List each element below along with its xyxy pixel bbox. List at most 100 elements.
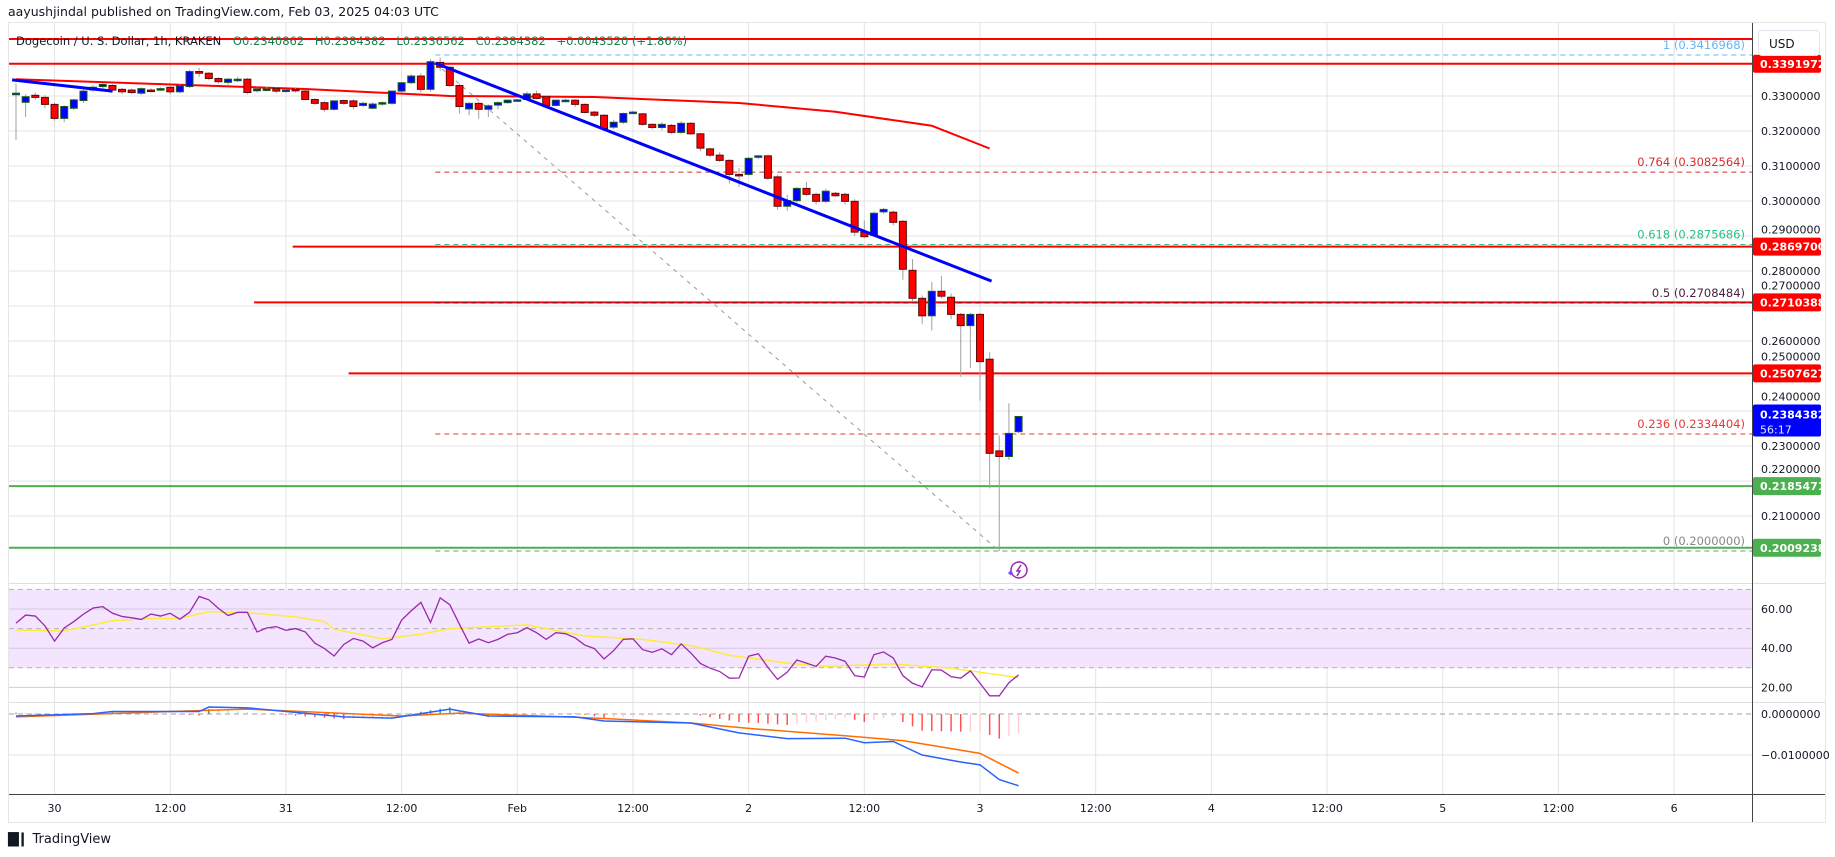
candle-body-down	[320, 102, 329, 110]
candle	[21, 94, 30, 117]
change-value: +0.0043520 (+1.86%)	[556, 34, 688, 48]
candle	[976, 313, 984, 401]
last-price-tag-bg	[1753, 404, 1821, 437]
price-tag: 0.2009238	[1753, 538, 1825, 557]
candle-body-down	[291, 88, 300, 92]
price-label: 0.3200000	[1761, 125, 1821, 138]
open-value: O0.2340862	[232, 34, 305, 48]
candle	[224, 77, 233, 85]
currency-button[interactable]: USD	[1758, 30, 1820, 56]
candle	[195, 68, 204, 77]
candle-body-up	[1004, 432, 1013, 457]
lightning-alert-icon[interactable]	[1007, 561, 1028, 579]
symbol-name: Dogecoin / U. S. Dollar, 1h, KRAKEN	[16, 34, 222, 48]
candle-body-up	[927, 290, 936, 317]
candle	[821, 188, 830, 203]
candle	[735, 167, 743, 187]
candle	[368, 102, 377, 110]
time-label: 12:00	[848, 802, 880, 815]
candle	[339, 99, 348, 105]
candle	[590, 111, 599, 117]
trendline	[434, 61, 993, 283]
price-label: 0.2900000	[1761, 224, 1821, 237]
candle	[966, 313, 975, 368]
candle	[175, 84, 184, 94]
candle-body-down	[590, 111, 599, 116]
candle-body-down	[272, 88, 281, 92]
candle-body-down	[802, 187, 811, 195]
candle	[609, 119, 618, 130]
time-label: 12:00	[617, 802, 649, 815]
candle-body-down	[985, 358, 994, 454]
tradingview-logo[interactable]: ▇❙ TradingView	[8, 831, 111, 847]
fib-level-label: 0.618 (0.2875686)	[1637, 228, 1745, 242]
candle-body-down	[995, 450, 1004, 457]
candle	[532, 90, 541, 100]
candle-body-up	[792, 187, 801, 202]
candle	[465, 102, 474, 116]
macd-axis-label: −0.0100000	[1761, 749, 1830, 762]
candle	[908, 259, 917, 302]
candle-body-up	[426, 61, 435, 90]
candle-body-down	[976, 313, 984, 363]
candle	[233, 76, 242, 82]
price-tag-bg	[1753, 477, 1821, 496]
candle	[426, 59, 435, 92]
candle	[301, 89, 310, 101]
price-label: 0.3000000	[1761, 195, 1821, 208]
price-tag: 0.2869700	[1753, 237, 1826, 256]
rsi-axis-label: 20.00	[1761, 681, 1793, 694]
candle	[638, 112, 647, 126]
candle	[31, 92, 40, 100]
candle	[1014, 415, 1023, 434]
price-tag: 0.2507627	[1753, 364, 1825, 383]
candle-body-down	[580, 103, 589, 113]
candle	[763, 154, 772, 180]
candle	[484, 104, 493, 117]
high-value: H0.2384382	[314, 34, 386, 48]
candle	[706, 147, 715, 158]
candle-body-down	[686, 122, 695, 135]
candle	[1004, 403, 1013, 460]
time-label: 30	[48, 802, 62, 815]
candle	[272, 87, 281, 94]
candle	[889, 210, 898, 226]
price-tag-label: 0.2710388	[1760, 296, 1825, 309]
candle-body-down	[349, 100, 358, 108]
candle	[744, 156, 753, 176]
time-label: 12:00	[1543, 802, 1575, 815]
candle-body-down	[715, 154, 724, 161]
candle-body-down	[763, 155, 772, 179]
candle	[696, 132, 705, 152]
candle-body-up	[387, 90, 396, 104]
candle-body-up	[619, 113, 628, 123]
price-tag-bg	[1753, 538, 1821, 557]
candle-body-down	[696, 133, 705, 149]
time-axis[interactable]: 30 12:00 31 12:00 Feb 12:00 2 12:00 3 12:00 4 12:00…	[48, 802, 1678, 815]
candle-body-up	[233, 78, 242, 82]
candle-body-up	[378, 102, 387, 105]
candle	[281, 89, 290, 93]
candle-body-down	[648, 123, 657, 128]
macd-signal-line	[15, 708, 1019, 774]
candle	[503, 99, 512, 104]
candle-body-down	[204, 72, 213, 79]
price-tags: 0.3391972 0.2869700 0.2710388 0.2507627 0.21…	[1753, 54, 1826, 557]
candle-body-down	[339, 100, 348, 104]
candle-body-down	[841, 193, 850, 202]
symbol-legend: Dogecoin / U. S. Dollar, 1h, KRAKEN O0.2…	[16, 34, 694, 48]
candle	[773, 174, 782, 210]
fib-level-label: 0.5 (0.2708484)	[1652, 286, 1745, 300]
candle-body-down	[474, 102, 483, 110]
candle	[841, 192, 850, 205]
candle-body-up	[465, 102, 474, 110]
price-tag-bg	[1753, 54, 1821, 73]
price-tag-label: 0.2507627	[1760, 367, 1825, 380]
candle	[359, 101, 368, 108]
candle-body-down	[118, 88, 127, 93]
price-axis[interactable]: 0.3300000 0.3200000 0.3100000 0.3000000 0.29…	[1761, 90, 1830, 762]
price-tag-bg	[1753, 364, 1821, 383]
candle	[146, 88, 155, 93]
candle-body-down	[310, 99, 319, 104]
